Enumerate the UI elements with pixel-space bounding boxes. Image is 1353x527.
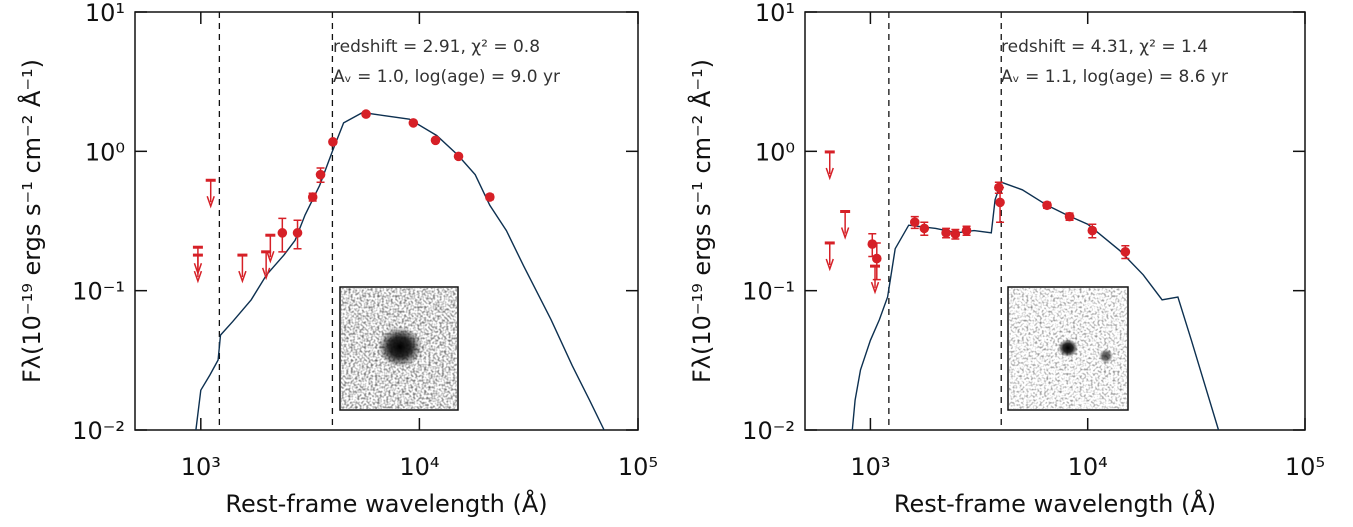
data-point	[453, 151, 464, 162]
x-axis-title: Rest-frame wavelength (Å)	[225, 489, 547, 518]
panel: 10³ 10⁴ 10⁵ 10⁻² 10⁻¹ 10⁰ 10¹ Rest-frame wavele…	[17, 0, 658, 518]
upper-limit-arrow	[840, 227, 850, 240]
data-point	[941, 228, 951, 238]
data-point	[292, 228, 303, 238]
upper-limit-arrow	[206, 196, 215, 209]
upper-limit	[205, 178, 216, 209]
panel: 10³ 10⁴ 10⁵ 10⁻² 10⁻¹ 10⁰ 10¹ Rest-frame wavele…	[687, 0, 1325, 518]
upper-limit-arrow	[825, 167, 834, 181]
data-point	[361, 109, 371, 119]
upper-limit-arrow	[193, 270, 203, 284]
upper-limit	[840, 209, 851, 240]
inset-image	[339, 286, 459, 411]
data-point	[919, 223, 930, 234]
upper-limit-arrow	[266, 250, 275, 264]
y-tick-label: 10¹	[85, 0, 125, 27]
upper-limit	[192, 253, 203, 284]
annotation: Aᵥ = 1.1, log(age) = 8.6 yr	[1001, 67, 1228, 87]
data-point	[1087, 225, 1098, 236]
annotation: Aᵥ = 1.0, log(age) = 9.0 yr	[333, 67, 560, 87]
model-spectrum	[851, 181, 1220, 430]
data-point	[871, 253, 882, 264]
y-tick-label: 10⁰	[755, 138, 795, 166]
data-point	[1042, 200, 1052, 211]
upper-limit	[237, 253, 248, 284]
data-point	[277, 228, 288, 238]
inset-image	[1007, 286, 1129, 411]
x-tick-label: 10⁵	[618, 453, 658, 481]
annotation: redshift = 4.31, χ² = 1.4	[1001, 37, 1208, 57]
data-point	[408, 118, 419, 128]
plot-frame	[804, 11, 1306, 431]
data-point	[1120, 247, 1131, 257]
annotation: redshift = 2.91, χ² = 0.8	[333, 37, 540, 57]
data-point	[328, 137, 338, 147]
upper-limit-arrow	[825, 258, 834, 272]
data-point	[485, 192, 495, 202]
upper-limit	[824, 150, 835, 181]
data-point	[430, 135, 441, 146]
x-tick-label: 10⁴	[399, 453, 439, 481]
x-tick-label: 10⁵	[1285, 453, 1325, 481]
y-axis-title: Fλ(10⁻¹⁹ ergs s⁻¹ cm⁻² Å⁻¹)	[687, 59, 716, 383]
y-tick-label: 10⁻²	[742, 417, 795, 445]
data-point	[867, 239, 878, 249]
x-tick-label: 10⁴	[1068, 453, 1108, 481]
data-point	[995, 197, 1005, 208]
y-tick-label: 10⁻¹	[72, 278, 125, 306]
upper-limit	[261, 250, 272, 281]
data-point	[315, 169, 326, 180]
upper-limit-arrow	[870, 281, 880, 295]
y-tick-label: 10⁻²	[72, 417, 125, 445]
plot-frame	[134, 11, 639, 431]
upper-limit-arrow	[261, 267, 271, 281]
data-point	[307, 192, 318, 202]
model-spectrum	[195, 111, 605, 430]
y-tick-label: 10⁰	[85, 138, 125, 166]
x-tick-label: 10³	[850, 453, 890, 481]
data-point	[1064, 211, 1075, 222]
upper-limit	[265, 233, 276, 264]
y-axis-title: Fλ(10⁻¹⁹ ergs s⁻¹ cm⁻² Å⁻¹)	[17, 59, 46, 383]
upper-limit	[870, 264, 881, 295]
data-point	[909, 217, 920, 228]
y-tick-label: 10¹	[755, 0, 795, 27]
upper-limit-arrow	[238, 270, 247, 284]
x-tick-label: 10³	[181, 453, 221, 481]
data-point	[961, 225, 972, 236]
data-point	[950, 229, 961, 239]
upper-limit	[824, 241, 835, 272]
x-axis-title: Rest-frame wavelength (Å)	[894, 489, 1216, 518]
y-tick-label: 10⁻¹	[742, 278, 795, 306]
